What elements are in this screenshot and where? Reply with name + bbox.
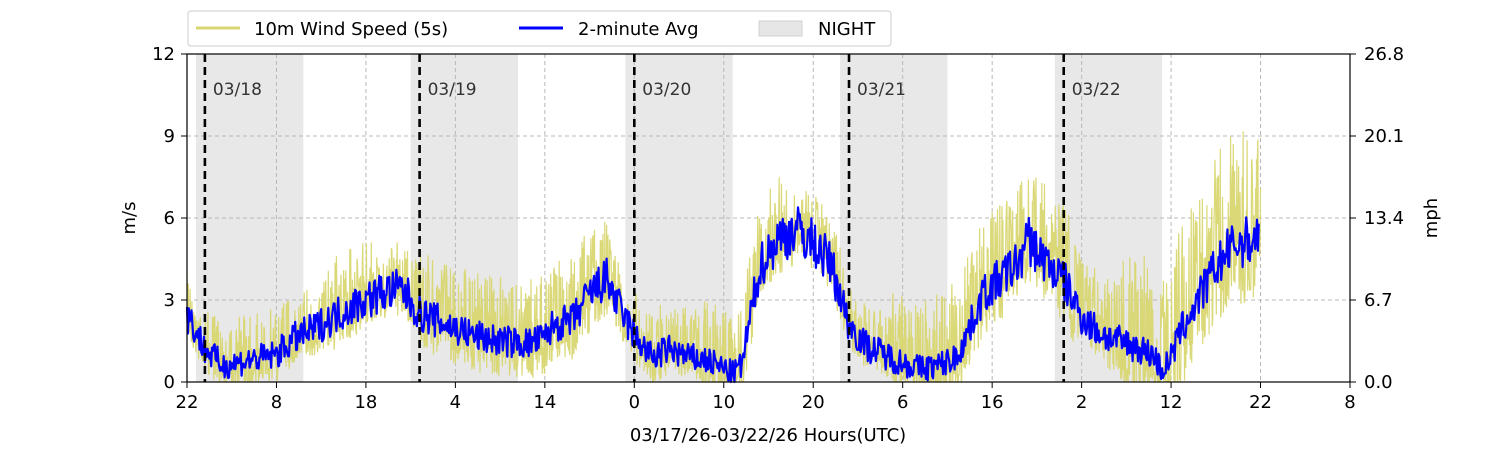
y-tick-label-left: 9 xyxy=(164,126,175,147)
x-tick-label: 4 xyxy=(450,392,461,413)
x-tick-label: 22 xyxy=(176,392,199,413)
y-tick-label-left: 6 xyxy=(164,208,175,229)
y-tick-label-right: 0.0 xyxy=(1364,372,1393,393)
x-tick-label: 12 xyxy=(1160,392,1183,413)
y-tick-label-right: 6.7 xyxy=(1364,290,1393,311)
day-marker-label: 03/21 xyxy=(857,80,906,100)
x-tick-label: 0 xyxy=(629,392,640,413)
x-tick-label: 14 xyxy=(533,392,556,413)
x-tick-label: 20 xyxy=(802,392,825,413)
legend-label-avg: 2-minute Avg xyxy=(578,19,699,40)
day-marker-label: 03/19 xyxy=(428,80,477,100)
x-tick-label: 6 xyxy=(897,392,908,413)
y-tick-label-right: 13.4 xyxy=(1364,208,1404,229)
y-axis-label-right: mph xyxy=(1421,198,1442,238)
x-tick-label: 8 xyxy=(1344,392,1355,413)
avg-wind-series xyxy=(185,206,1261,384)
avg-wind-line xyxy=(185,206,1261,384)
x-tick-label: 16 xyxy=(981,392,1004,413)
x-tick-label: 8 xyxy=(271,392,282,413)
y-tick-label-left: 12 xyxy=(152,44,175,65)
raw-wind-series xyxy=(186,131,1262,384)
day-marker-label: 03/22 xyxy=(1072,80,1121,100)
x-axis-label: 03/17/26-03/22/26 Hours(UTC) xyxy=(630,425,906,446)
y-tick-label-left: 0 xyxy=(164,372,175,393)
legend: 10m Wind Speed (5s) 2-minute Avg NIGHT xyxy=(187,10,892,47)
x-tick-label: 10 xyxy=(712,392,735,413)
y-axis-label-left: m/s xyxy=(119,202,140,235)
x-axis: 22 8 18 4 14 0 10 20 6 16 2 12 22 8 xyxy=(176,382,1356,413)
y-tick-label-right: 20.1 xyxy=(1364,126,1404,147)
day-marker-label: 03/20 xyxy=(642,80,691,100)
legend-label-raw: 10m Wind Speed (5s) xyxy=(254,19,448,40)
x-tick-label: 18 xyxy=(354,392,377,413)
x-tick-label: 2 xyxy=(1076,392,1087,413)
x-tick-label: 22 xyxy=(1249,392,1272,413)
legend-swatch-night xyxy=(758,20,803,37)
raw-wind-line xyxy=(186,131,1262,384)
day-markers: 03/18 03/19 03/20 03/21 03/22 xyxy=(203,54,1121,382)
y-axis-left: 0 3 6 9 12 xyxy=(152,44,187,393)
y-tick-label-left: 3 xyxy=(164,290,175,311)
y-axis-right: 0.0 6.7 13.4 20.1 26.8 xyxy=(1350,44,1404,393)
legend-label-night: NIGHT xyxy=(818,19,876,40)
day-marker-label: 03/18 xyxy=(213,80,262,100)
y-tick-label-right: 26.8 xyxy=(1364,44,1404,65)
